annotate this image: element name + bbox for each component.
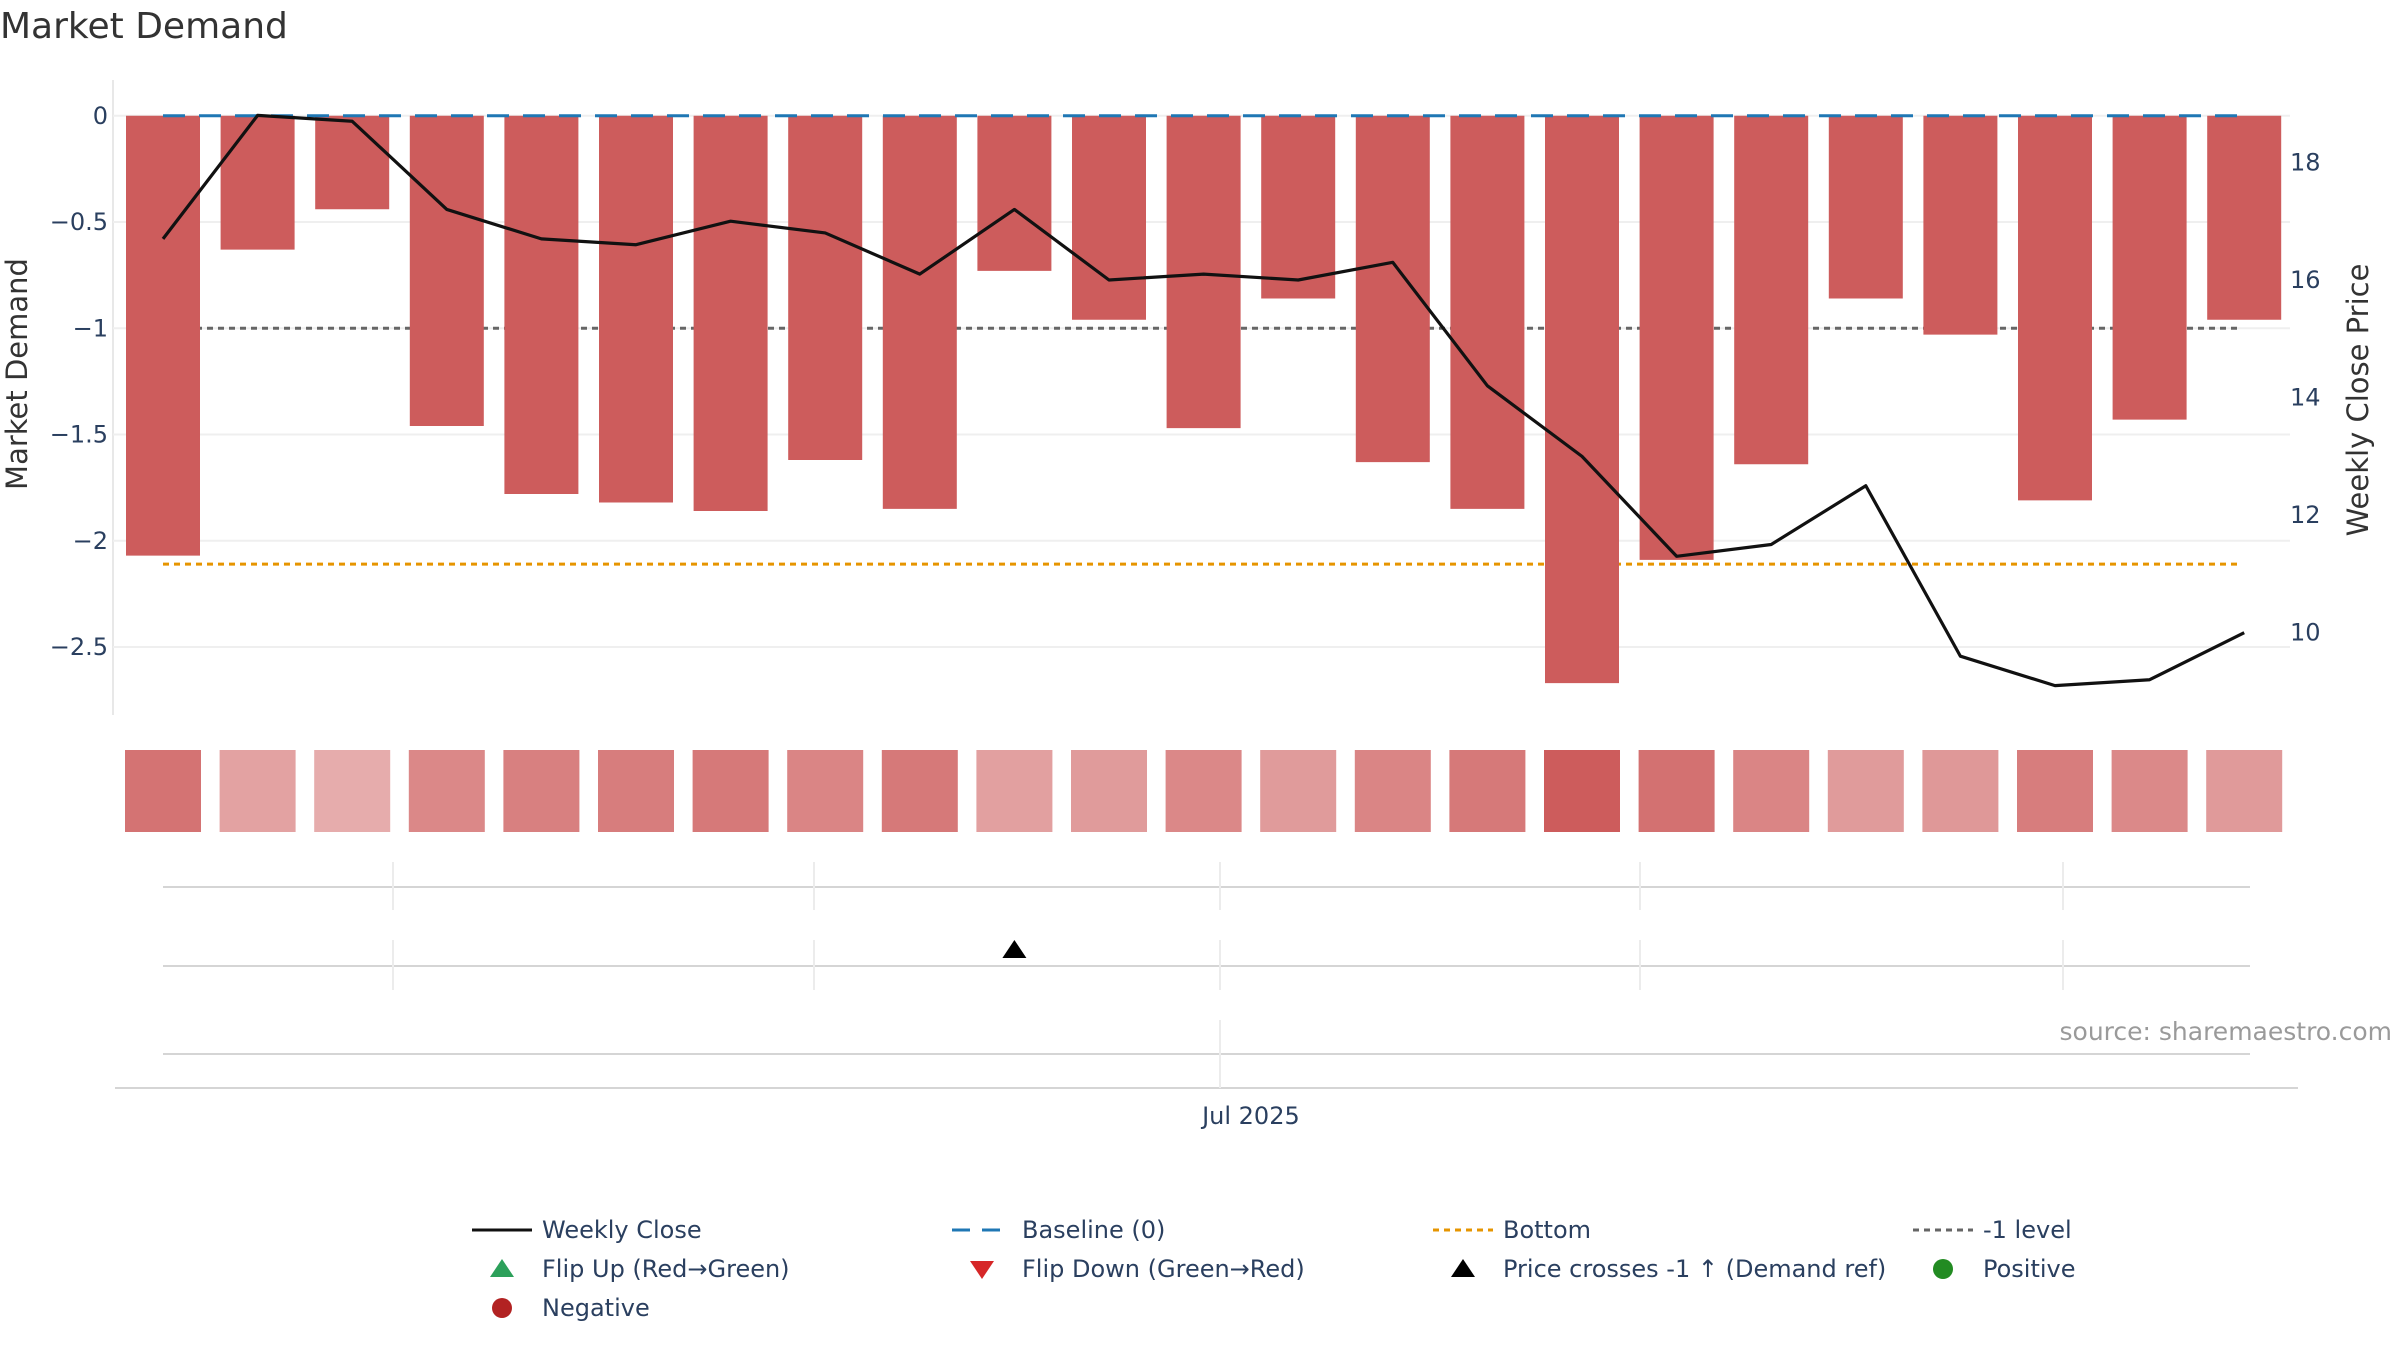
source-label: source: sharemaestro.com	[2060, 1017, 2393, 1046]
demand-bar	[1734, 115, 1809, 465]
legend-label: Bottom	[1503, 1216, 1591, 1244]
legend-label: Negative	[542, 1294, 650, 1322]
intensity-cell	[1733, 750, 1810, 832]
demand-bar	[1828, 115, 1903, 299]
demand-bar	[1261, 115, 1336, 299]
legend-label: Baseline (0)	[1022, 1216, 1165, 1244]
y-tick-label: −2	[73, 527, 108, 555]
y2-tick-label: 10	[2290, 619, 2321, 647]
y-tick-label: −2.5	[50, 633, 108, 661]
y2-tick-label: 18	[2290, 148, 2321, 176]
demand-bar	[1450, 115, 1525, 509]
y-axis-title: Market Demand	[0, 258, 34, 490]
demand-bar	[1166, 115, 1241, 429]
demand-bar	[1923, 115, 1998, 335]
legend-swatch-circle	[492, 1298, 512, 1318]
demand-bar	[788, 115, 863, 460]
intensity-cell	[2017, 750, 2093, 832]
demand-bar	[2207, 115, 2282, 320]
legend-item: Positive	[1933, 1255, 2076, 1283]
demand-bar	[1545, 115, 1619, 684]
y-tick-label: −1.5	[50, 421, 108, 449]
legend-item: Flip Down (Green→Red)	[970, 1255, 1305, 1283]
intensity-cell	[1827, 750, 1904, 832]
legend-swatch-circle	[1933, 1259, 1953, 1279]
legend-item: Weekly Close	[472, 1216, 702, 1244]
y2-tick-label: 14	[2290, 384, 2321, 412]
legend-item: Baseline (0)	[952, 1216, 1165, 1244]
legend-label: Flip Up (Red→Green)	[542, 1255, 790, 1283]
demand-bar	[315, 115, 390, 210]
y2-tick-label: 16	[2290, 266, 2321, 294]
y2-axis-title: Weekly Close Price	[2341, 264, 2375, 537]
demand-bar	[1355, 115, 1430, 463]
legend-swatch-triangle-down	[970, 1261, 994, 1279]
y2-tick-label: 12	[2290, 501, 2321, 529]
intensity-cell	[503, 750, 580, 832]
intensity-cell	[408, 750, 485, 832]
demand-bar	[977, 115, 1052, 271]
intensity-strip	[125, 750, 2283, 832]
legend-label: Flip Down (Green→Red)	[1022, 1255, 1305, 1283]
intensity-cell	[976, 750, 1053, 832]
intensity-cell	[1071, 750, 1147, 832]
intensity-cell	[1922, 750, 1999, 832]
intensity-cell	[1449, 750, 1526, 832]
legend-item: Bottom	[1433, 1216, 1591, 1244]
legend-item: Price crosses -1 ↑ (Demand ref)	[1451, 1255, 1886, 1283]
demand-bar	[1639, 115, 1714, 560]
intensity-cell	[1544, 750, 1620, 832]
legend: Weekly Close Baseline (0) Bottom -1 level Fl…	[472, 1216, 2076, 1322]
demand-bar	[409, 115, 484, 426]
intensity-cell	[2111, 750, 2188, 832]
intensity-cell	[1260, 750, 1337, 832]
intensity-cell	[2206, 750, 2283, 832]
y-axis-ticks: 0 −0.5 −1 −1.5 −2 −2.5	[50, 102, 108, 661]
intensity-cell	[787, 750, 864, 832]
demand-bar	[126, 115, 200, 556]
legend-label: Price crosses -1 ↑ (Demand ref)	[1503, 1255, 1886, 1283]
x-tick-label: Jul 2025	[1200, 1102, 1300, 1130]
intensity-cell	[1354, 750, 1431, 832]
weekly-close-line	[161, 113, 2245, 688]
intensity-cell	[125, 750, 201, 832]
legend-item: Negative	[492, 1294, 650, 1322]
legend-label: Positive	[1983, 1255, 2076, 1283]
y-tick-label: −1	[73, 314, 108, 342]
legend-swatch-triangle-up	[1451, 1259, 1475, 1277]
demand-bars	[126, 115, 2282, 684]
legend-label: Weekly Close	[542, 1216, 702, 1244]
y2-axis-ticks: 18 16 14 12 10	[2290, 148, 2321, 646]
legend-label: -1 level	[1983, 1216, 2072, 1244]
demand-bar	[693, 115, 768, 511]
y-tick-label: 0	[93, 102, 108, 130]
chart-title: Market Demand	[0, 6, 288, 47]
demand-bar	[882, 115, 957, 509]
legend-item: -1 level	[1913, 1216, 2072, 1244]
demand-bar	[599, 115, 673, 503]
intensity-cell	[692, 750, 769, 832]
demand-bar	[2112, 115, 2187, 420]
intensity-cell	[1638, 750, 1715, 832]
intensity-cell	[219, 750, 296, 832]
legend-swatch-triangle-up	[490, 1259, 514, 1277]
intensity-cell	[1165, 750, 1242, 832]
y-tick-label: −0.5	[50, 208, 108, 236]
demand-bar	[1072, 115, 1146, 320]
event-panels: Jul 2025	[115, 862, 2298, 1130]
legend-item: Flip Up (Red→Green)	[490, 1255, 790, 1283]
intensity-cell	[314, 750, 391, 832]
demand-bar	[504, 115, 579, 494]
intensity-cell	[881, 750, 958, 832]
intensity-cell	[598, 750, 674, 832]
price-crosses-marker	[1002, 940, 1027, 958]
demand-bar	[2018, 115, 2092, 501]
demand-bar	[220, 115, 295, 250]
